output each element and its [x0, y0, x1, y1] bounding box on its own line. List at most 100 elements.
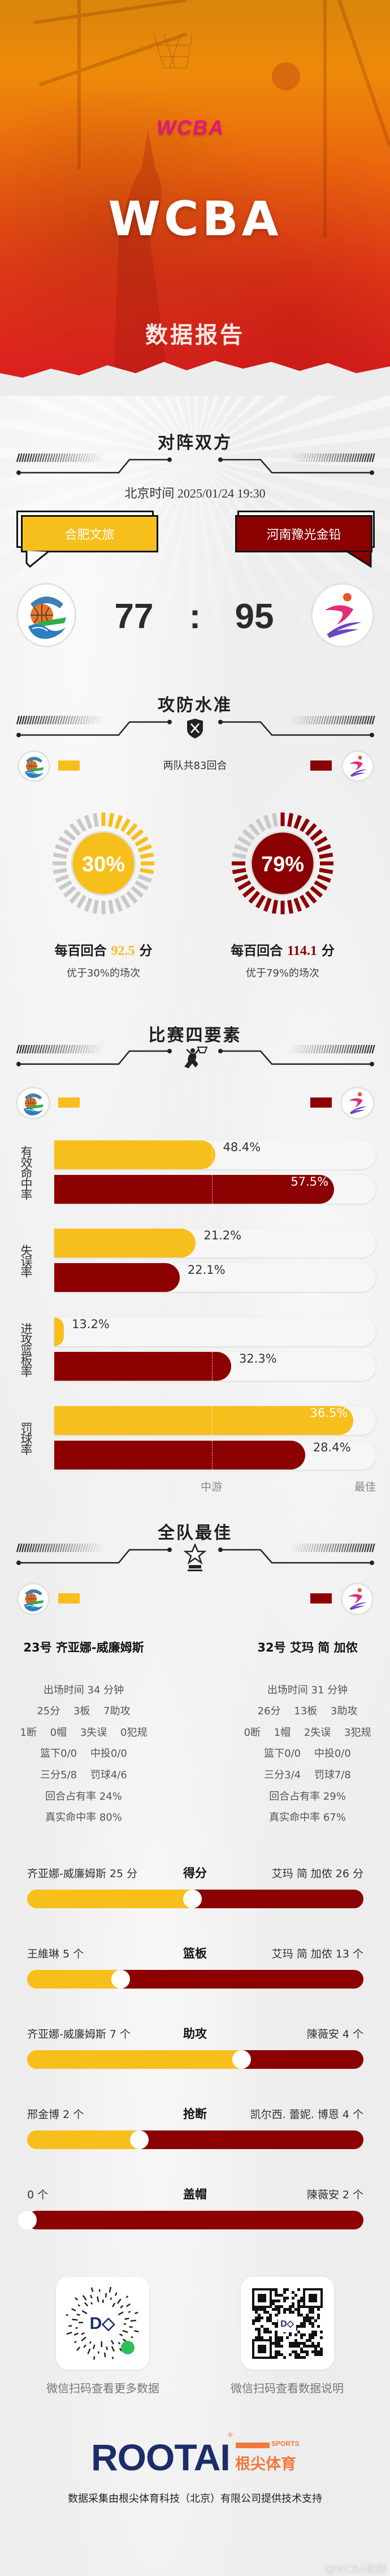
away-share	[241, 2050, 363, 2069]
four-factors-title: 比赛四要素	[148, 1026, 242, 1045]
team-best-title: 全队最佳	[158, 1523, 232, 1543]
home-color-chip	[58, 1097, 80, 1108]
gauge-tick	[58, 836, 72, 847]
leader-compare-bar	[27, 1890, 363, 1908]
gauge-tick	[263, 815, 272, 829]
bar-value: 21.2%	[203, 1229, 242, 1242]
mini-program-code[interactable]: D◇	[56, 2277, 149, 2370]
away-leader: 艾玛 简 加侬 13 个	[271, 1948, 363, 1960]
away-share	[120, 1970, 363, 1989]
away-offensive-rating: 每百回合 114.1 分	[231, 944, 335, 958]
bar-fill	[54, 1317, 64, 1346]
qr-left-caption: 微信扫码查看更多数据	[46, 2381, 159, 2395]
bar-fill	[54, 1229, 196, 1257]
header-title: WCBA	[108, 191, 282, 247]
factor-label: 失误率	[19, 1244, 33, 1277]
section-divider	[0, 453, 390, 487]
player-stat-line: 出场时间 34 分钟	[43, 1684, 124, 1696]
home-team-logo	[18, 585, 75, 646]
gauge-tick	[114, 815, 123, 829]
home-team-logo-small	[19, 1584, 48, 1614]
player-stat-line: 真实命中率 80%	[45, 1812, 122, 1823]
gauge-tick	[271, 812, 278, 827]
gauge-tick	[293, 815, 302, 829]
mid-marker	[211, 1140, 213, 1169]
header-banner: WCBA WCBA 数据报告	[0, 0, 390, 396]
gauge-tick	[317, 844, 331, 853]
away-team-logo	[313, 585, 372, 646]
gauge-tick	[287, 900, 294, 914]
gauge-tick	[63, 829, 76, 841]
away-color-chip	[310, 1097, 332, 1108]
gauge-tick	[255, 894, 266, 909]
bar-fill	[54, 1140, 215, 1169]
gauge-tick	[76, 894, 87, 909]
crocodile-basketball-logo-icon	[19, 1090, 47, 1117]
swallow-logo-icon	[315, 587, 370, 643]
away-color-chip	[310, 760, 332, 771]
bar-value: 28.4%	[313, 1441, 351, 1454]
weibo-watermark: @WCBA联赛	[324, 2564, 387, 2575]
home-color-chip	[58, 1593, 80, 1603]
away-leader: 陳薇安 4 个	[306, 2028, 363, 2041]
share-knob	[111, 1970, 131, 1989]
player-stat-line: 26分 13板 3助攻	[257, 1705, 358, 1717]
away-team-logo-small	[343, 752, 372, 780]
leader-category: 盖帽	[183, 2188, 207, 2201]
crocodile-basketball-logo-icon	[21, 753, 47, 779]
gauge-tick	[237, 836, 252, 847]
leader-category: 抢断	[183, 2107, 207, 2121]
away-team-logo-small	[342, 1088, 373, 1118]
away-factor-bar: 32.3%	[54, 1352, 376, 1381]
gauge-tick	[140, 868, 154, 875]
bar-value: 36.5%	[310, 1406, 348, 1420]
leader-compare-bar	[27, 1970, 363, 1989]
mid-marker	[211, 1263, 213, 1292]
mid-marker	[211, 1175, 213, 1204]
divider-graphic	[16, 1044, 375, 1069]
possessions-count: 两队共83回合	[163, 760, 227, 772]
home-leader: 齐亚娜-威廉姆斯 7 个	[27, 2028, 131, 2041]
section-divider	[0, 1542, 390, 1577]
crocodile-basketball-logo-icon	[20, 589, 72, 641]
gauge-tick	[135, 836, 149, 847]
registered-mark: ®	[227, 2431, 233, 2439]
away-leader: 凯尔西. 蕾妮. 博恩 4 个	[250, 2108, 363, 2121]
player-stat-line: 回合占有率 29%	[269, 1791, 346, 1803]
bar-fill	[54, 1263, 180, 1292]
home-leader: 齐亚娜-威廉姆斯 25 分	[27, 1868, 138, 1880]
gauge-tick	[263, 897, 272, 912]
gauge-tick	[120, 818, 131, 832]
share-knob	[183, 1890, 202, 1908]
gauge-tick	[271, 900, 278, 914]
player-stat-line: 三分3/4 罚球7/8	[264, 1769, 351, 1781]
gauge-tick	[131, 885, 144, 898]
gauge-tick	[305, 823, 317, 836]
gauge-center	[71, 831, 136, 896]
gauge-tick	[314, 836, 328, 847]
efficiency-title: 攻防水准	[158, 695, 232, 715]
away-factor-bar: 28.4%	[54, 1441, 376, 1469]
home-share	[27, 2050, 241, 2069]
speech-tail	[347, 551, 372, 568]
home-factor-bar: 36.5%	[54, 1406, 376, 1435]
brand-cn: 根尖体育	[235, 2456, 296, 2473]
gauge-percent: 79%	[261, 853, 304, 876]
home-best-player-name: 23号 齐亚娜-威廉姆斯	[23, 1641, 144, 1654]
gauge-tick	[135, 880, 149, 891]
gauge-tick	[242, 885, 255, 898]
qr-code[interactable]: D◇	[241, 2277, 334, 2370]
brand-sports: SPORTS	[271, 2440, 300, 2448]
gauge-tick	[55, 844, 70, 853]
away-leader: 艾玛 简 加侬 26 分	[271, 1868, 363, 1880]
home-percentile-gauge: 30%	[53, 812, 154, 914]
match-datetime: 北京时间 2025/01/24 19:30	[124, 486, 266, 500]
player-stat-line: 出场时间 31 分钟	[267, 1684, 348, 1696]
gauge-tick	[293, 897, 302, 912]
gauge-tick	[317, 874, 331, 883]
gauge-tick	[310, 829, 323, 841]
gauge-center	[250, 831, 315, 896]
gauge-tick	[319, 852, 333, 859]
factor-label: 有效命中率	[19, 1146, 33, 1199]
home-share	[27, 2130, 140, 2149]
